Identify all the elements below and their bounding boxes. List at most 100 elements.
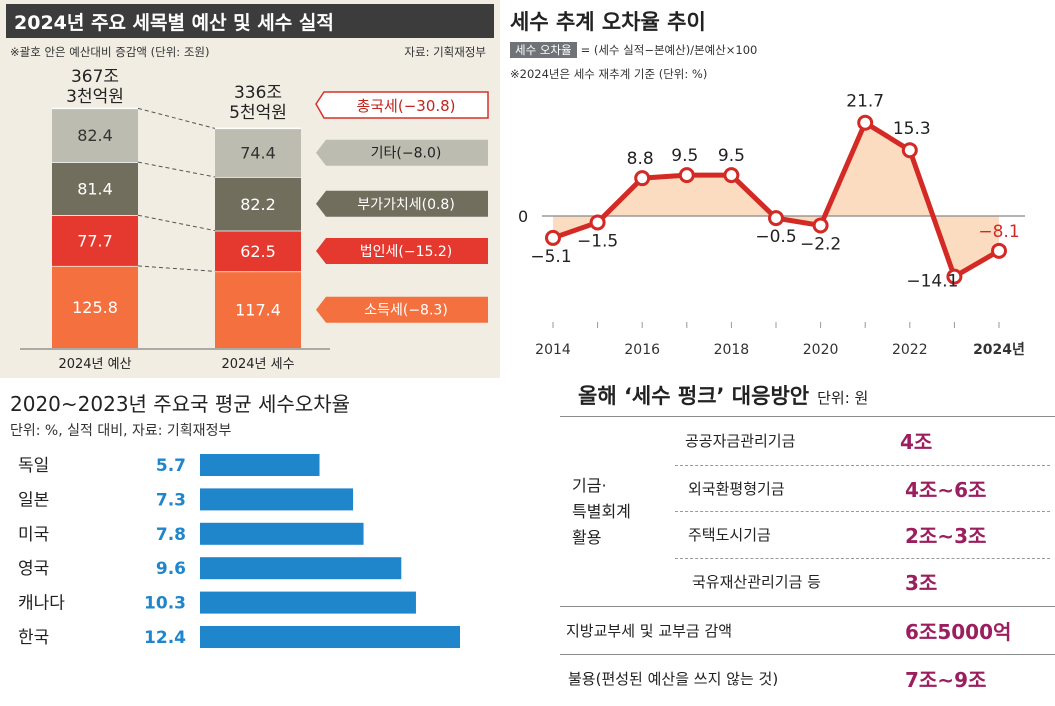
series-callout-box: [316, 296, 488, 323]
series-callout-box: [316, 238, 488, 265]
series-callout-box: [316, 190, 488, 217]
bar-segment: [215, 128, 301, 177]
row-label-local-grant-cut: 지방교부세 및 교부금 감액: [566, 622, 733, 640]
country-value-label: 7.3: [156, 490, 186, 510]
row-value-local-grant-cut: 6조5000억: [905, 620, 1012, 644]
bar-segment: [52, 108, 138, 163]
series-name-label: 기타(−8.0): [371, 146, 442, 162]
bar-value-label: 62.5: [240, 242, 276, 261]
data-point: [857, 114, 874, 131]
zero-label: 0: [518, 207, 528, 226]
data-label: −8.1: [978, 222, 1019, 242]
bar-segment: [52, 162, 138, 216]
x-tick-label: 2014: [535, 342, 571, 358]
data-label: −14.1: [906, 272, 958, 292]
horizontal-bar-chart: 독일 5.7 일본 7.3 미국 7.8 영국 9.6 캐나다 10.3 한국 12.4: [18, 454, 460, 648]
country-label: 미국: [18, 525, 49, 545]
row-label-fx-fund: 외국환평형기금: [688, 480, 785, 498]
fund-group-line: 기금·: [572, 476, 607, 495]
area-fill: [553, 122, 999, 277]
actual-total-label: 5천억원: [229, 103, 287, 123]
total-change-callout: 총국세(−30.8): [315, 91, 489, 119]
row-divider: [675, 558, 1050, 559]
row-label-public-fund: 공공자금관리기금: [685, 432, 796, 450]
country-label: 캐나다: [18, 594, 65, 614]
data-label: 9.5: [718, 146, 745, 166]
row-divider: [675, 465, 1050, 466]
bar-value-label: 82.2: [240, 195, 276, 214]
data-point: [723, 167, 740, 184]
bar-segment: [215, 176, 301, 231]
country-value-label: 9.6: [156, 559, 186, 579]
series-callout-box: [316, 139, 488, 166]
data-point: [589, 214, 606, 231]
data-point: [901, 142, 918, 159]
shortfall-response-panel: 올해 ‘세수 펑크’ 대응방안 단위: 원 기금· 특별회계 활용 공공자금관리기…: [560, 378, 1055, 706]
data-label: 8.8: [627, 149, 654, 169]
row-divider: [675, 511, 1050, 512]
tax-budget-note: ※괄호 안은 예산대비 증감액 (단위: 조원): [10, 45, 210, 59]
country-value-label: 10.3: [144, 594, 186, 614]
line-chart: 0 −5.1 −1.5 8.8 9.5 9.5 −0.5 −2.2 21.7 15.3 −14.1 −…: [518, 92, 1025, 358]
data-point: [768, 210, 784, 227]
bar-segment: [52, 215, 138, 266]
country-value-label: 12.4: [144, 628, 186, 648]
tax-budget-title-bar: 2024년 주요 세목별 예산 및 세수 실적: [6, 4, 494, 38]
x-tick-label: 2016: [624, 342, 660, 358]
row-label-housing-fund: 주택도시기금: [688, 526, 771, 544]
country-label: 한국: [18, 628, 49, 648]
country-error-subtitle: 단위: %, 실적 대비, 자료: 기획재정부: [10, 423, 232, 439]
connector-line: [137, 107, 216, 129]
row-value-public-fund: 4조: [900, 430, 933, 454]
data-label: 15.3: [893, 119, 931, 139]
x-tick-label: 2022: [892, 342, 928, 358]
row-value-unused-budget: 7조∼9조: [905, 668, 987, 692]
x-tick-label: 2018: [714, 342, 750, 358]
bar-value-label: 77.7: [77, 232, 113, 251]
country-label: 일본: [18, 490, 49, 510]
country-error-panel: 2020~2023년 주요국 평균 세수오차율 단위: %, 실적 대비, 자료…: [0, 378, 548, 706]
bar-segment: [215, 230, 301, 272]
error-rate-trend-panel: 세수 추계 오차율 추이 세수 오차율 = (세수 실적−본예산)/본예산×100…: [500, 0, 1055, 378]
actual-total-label: 336조: [234, 83, 282, 103]
series-name-label: 법인세(−15.2): [360, 244, 452, 260]
table-top-line: [560, 416, 1055, 417]
fund-group-label: 기금· 특별회계 활용: [572, 473, 631, 551]
row-value-state-property-fund: 3조: [905, 571, 938, 595]
country-bar: [200, 522, 364, 545]
series-callout: 법인세(−15.2): [316, 238, 488, 265]
connector-line: [137, 214, 216, 232]
data-label: 9.5: [671, 146, 698, 166]
row-value-housing-fund: 2조∼3조: [905, 524, 987, 548]
table-line: [560, 606, 1055, 607]
x-tick-label: 2020: [803, 342, 839, 358]
bar-segment: [215, 271, 301, 348]
error-rate-formula-tag: 세수 오차율: [510, 42, 577, 58]
country-bar: [200, 454, 320, 476]
table-line: [560, 654, 1055, 655]
data-point: [634, 170, 651, 187]
row-value-fx-fund: 4조∼6조: [905, 478, 987, 502]
connector-line: [137, 265, 216, 272]
series-name-label: 부가가치세(0.8): [357, 197, 455, 213]
data-label: −0.5: [755, 227, 796, 247]
country-bar: [200, 626, 460, 648]
data-label: 21.7: [846, 92, 884, 112]
tax-budget-source: 자료: 기획재정부: [404, 45, 486, 59]
x-category-label: 2024년 세수: [221, 357, 294, 372]
error-rate-formula-text: = (세수 실적−본예산)/본예산×100: [580, 43, 758, 57]
series-name-label: 소득세(−8.3): [364, 303, 448, 319]
series-line: [552, 120, 1001, 280]
data-point: [991, 242, 1007, 259]
bar-value-label: 74.4: [240, 144, 276, 163]
bar-value-label: 82.4: [77, 126, 113, 145]
shortfall-title: 올해 ‘세수 펑크’ 대응방안 단위: 원: [578, 380, 868, 410]
error-rate-formula: 세수 오차율 = (세수 실적−본예산)/본예산×100: [510, 42, 757, 58]
budget-total-label: 3천억원: [66, 87, 124, 107]
row-label-unused-budget: 불용(편성된 예산을 쓰지 않는 것): [568, 670, 779, 688]
x-tick-label: 2024년: [973, 342, 1025, 358]
tax-budget-title: 2024년 주요 세목별 예산 및 세수 실적: [14, 12, 334, 34]
error-rate-title: 세수 추계 오차율 추이: [510, 10, 706, 34]
data-label: −2.2: [800, 234, 841, 254]
country-value-label: 5.7: [156, 456, 186, 476]
